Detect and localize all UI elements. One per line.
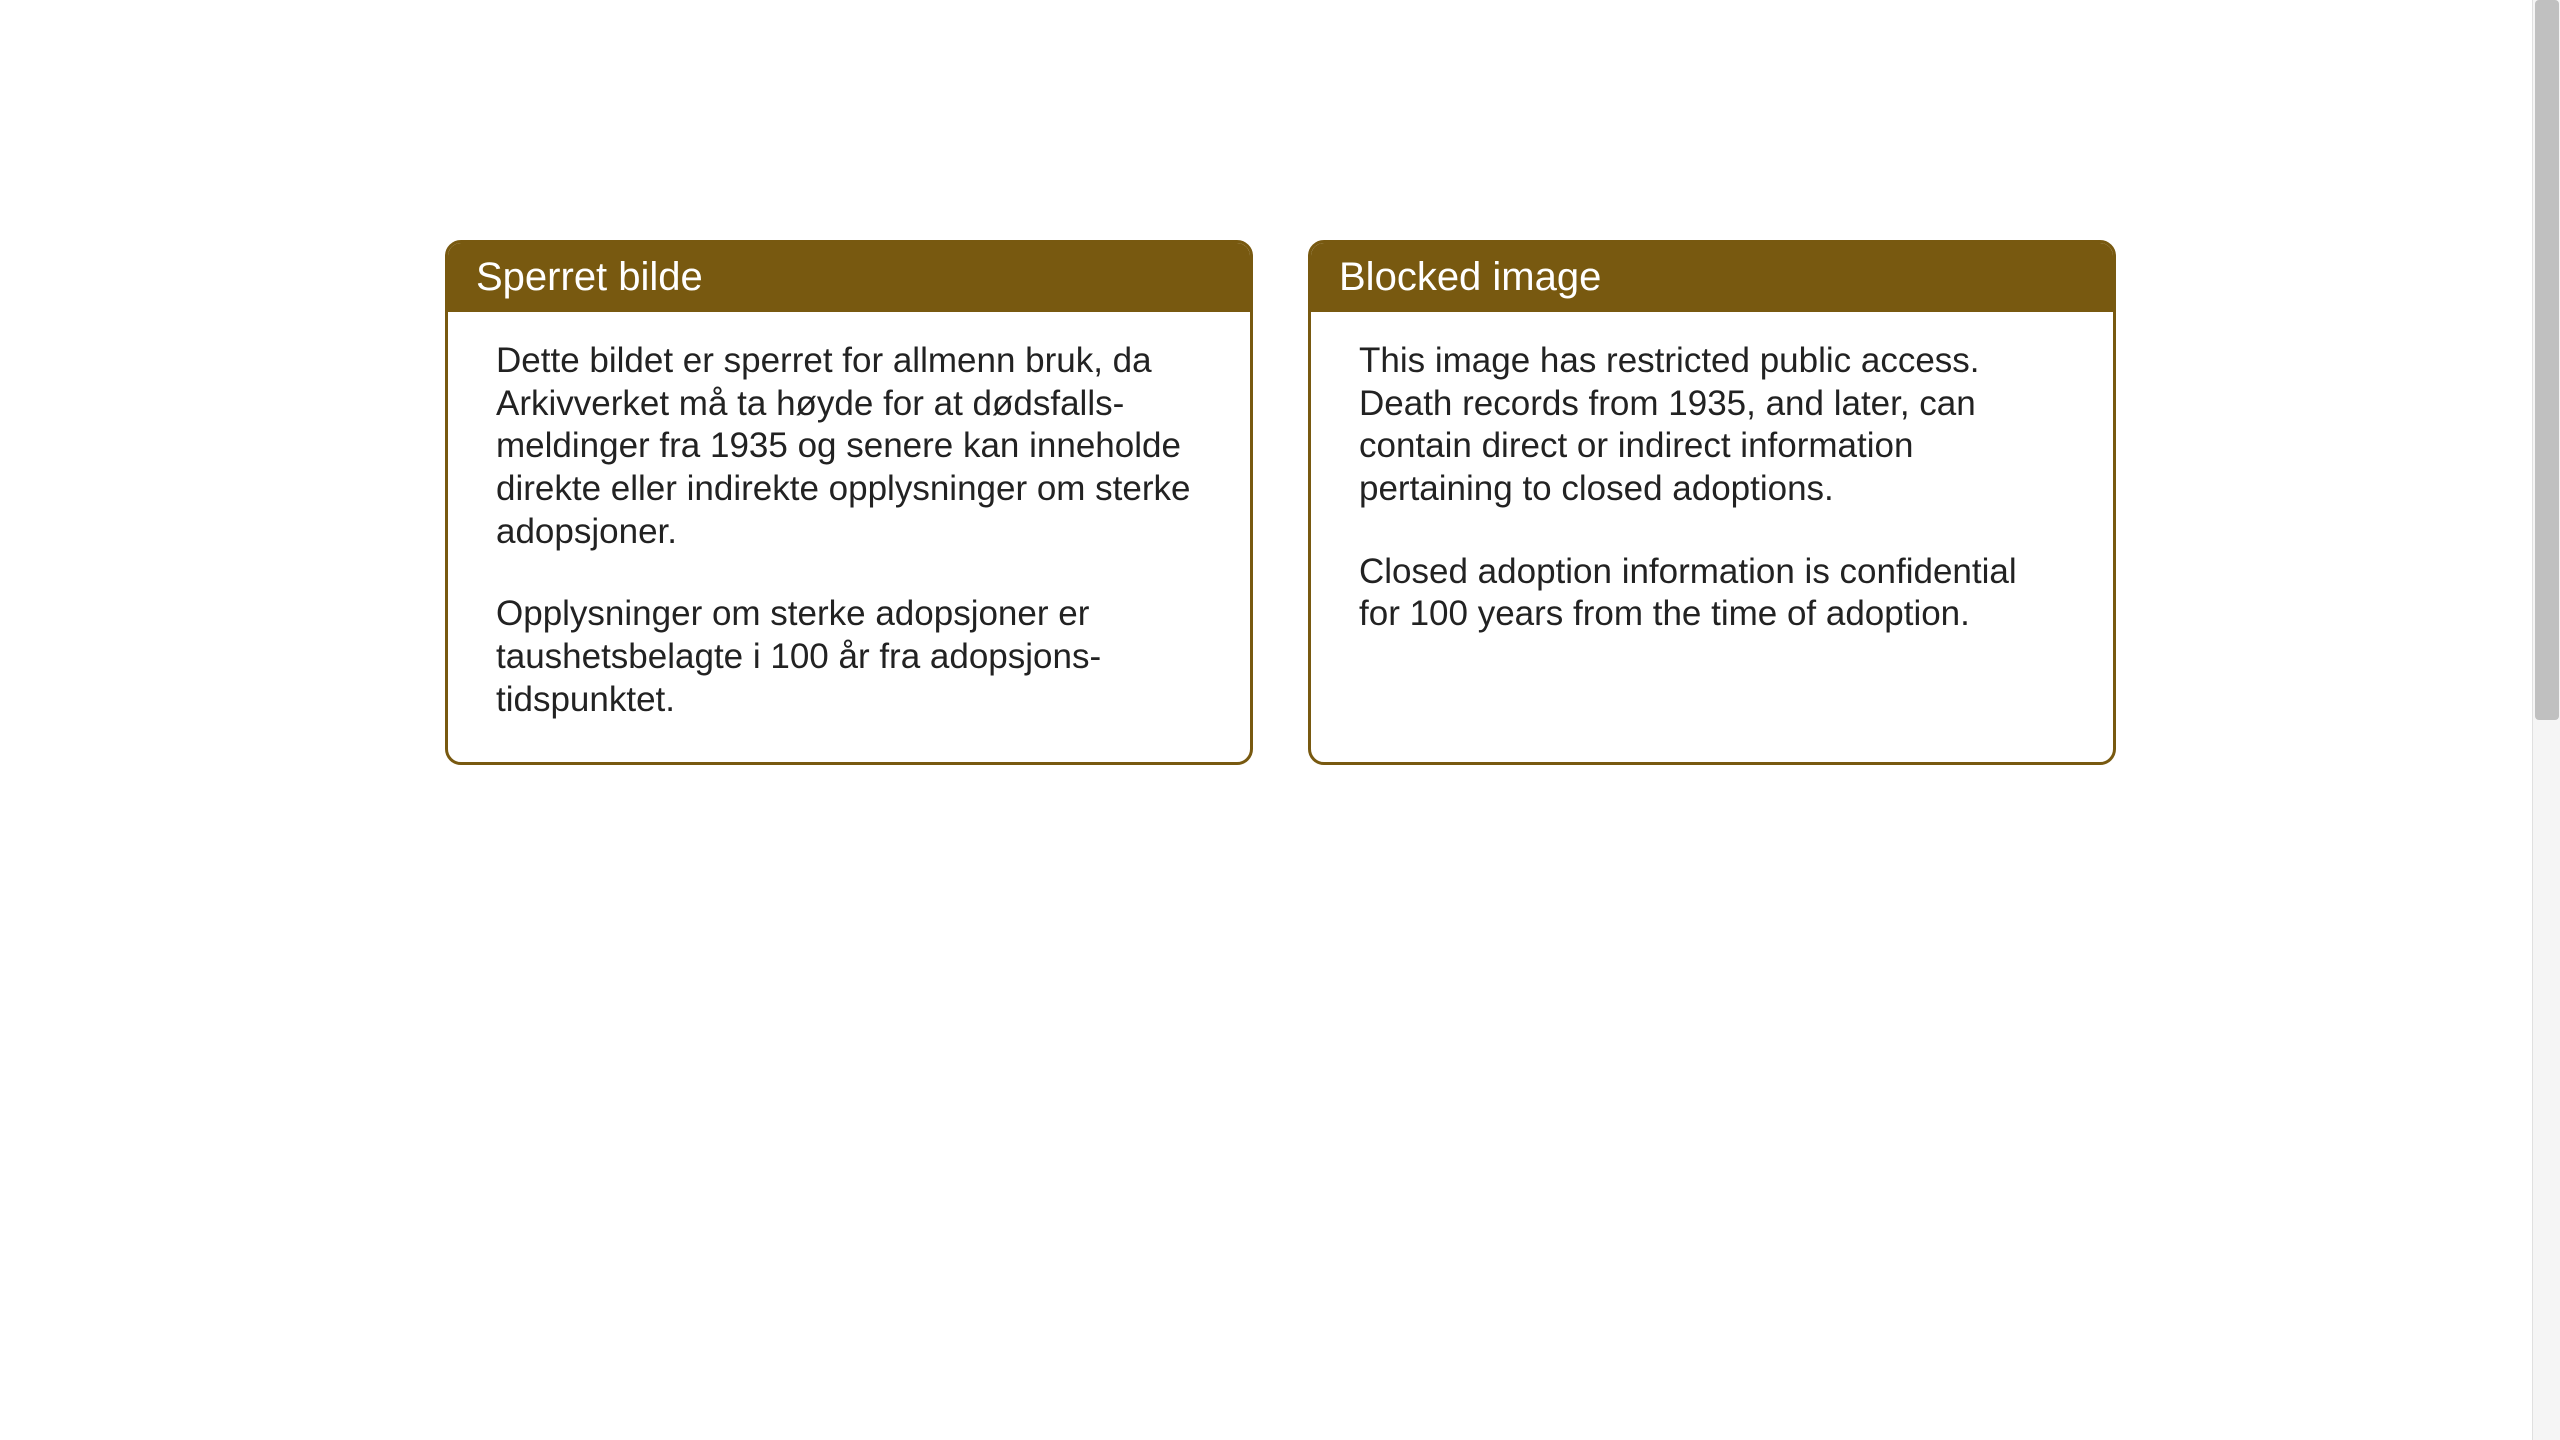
card-english: Blocked image This image has restricted … bbox=[1308, 240, 2116, 765]
card-paragraph2-english: Closed adoption information is confident… bbox=[1359, 551, 2065, 636]
vertical-scrollbar[interactable] bbox=[2532, 0, 2560, 1440]
card-norwegian: Sperret bilde Dette bildet er sperret fo… bbox=[445, 240, 1253, 765]
cards-container: Sperret bilde Dette bildet er sperret fo… bbox=[445, 240, 2116, 765]
card-header-english: Blocked image bbox=[1311, 243, 2113, 312]
card-title-english: Blocked image bbox=[1339, 255, 1601, 299]
card-paragraph1-norwegian: Dette bildet er sperret for allmenn bruk… bbox=[496, 340, 1202, 553]
card-body-english: This image has restricted public access.… bbox=[1311, 312, 2113, 676]
card-paragraph2-norwegian: Opplysninger om sterke adopsjoner er tau… bbox=[496, 593, 1202, 721]
scrollbar-thumb[interactable] bbox=[2535, 0, 2559, 720]
card-title-norwegian: Sperret bilde bbox=[476, 255, 703, 299]
card-body-norwegian: Dette bildet er sperret for allmenn bruk… bbox=[448, 312, 1250, 762]
card-header-norwegian: Sperret bilde bbox=[448, 243, 1250, 312]
card-paragraph1-english: This image has restricted public access.… bbox=[1359, 340, 2065, 511]
